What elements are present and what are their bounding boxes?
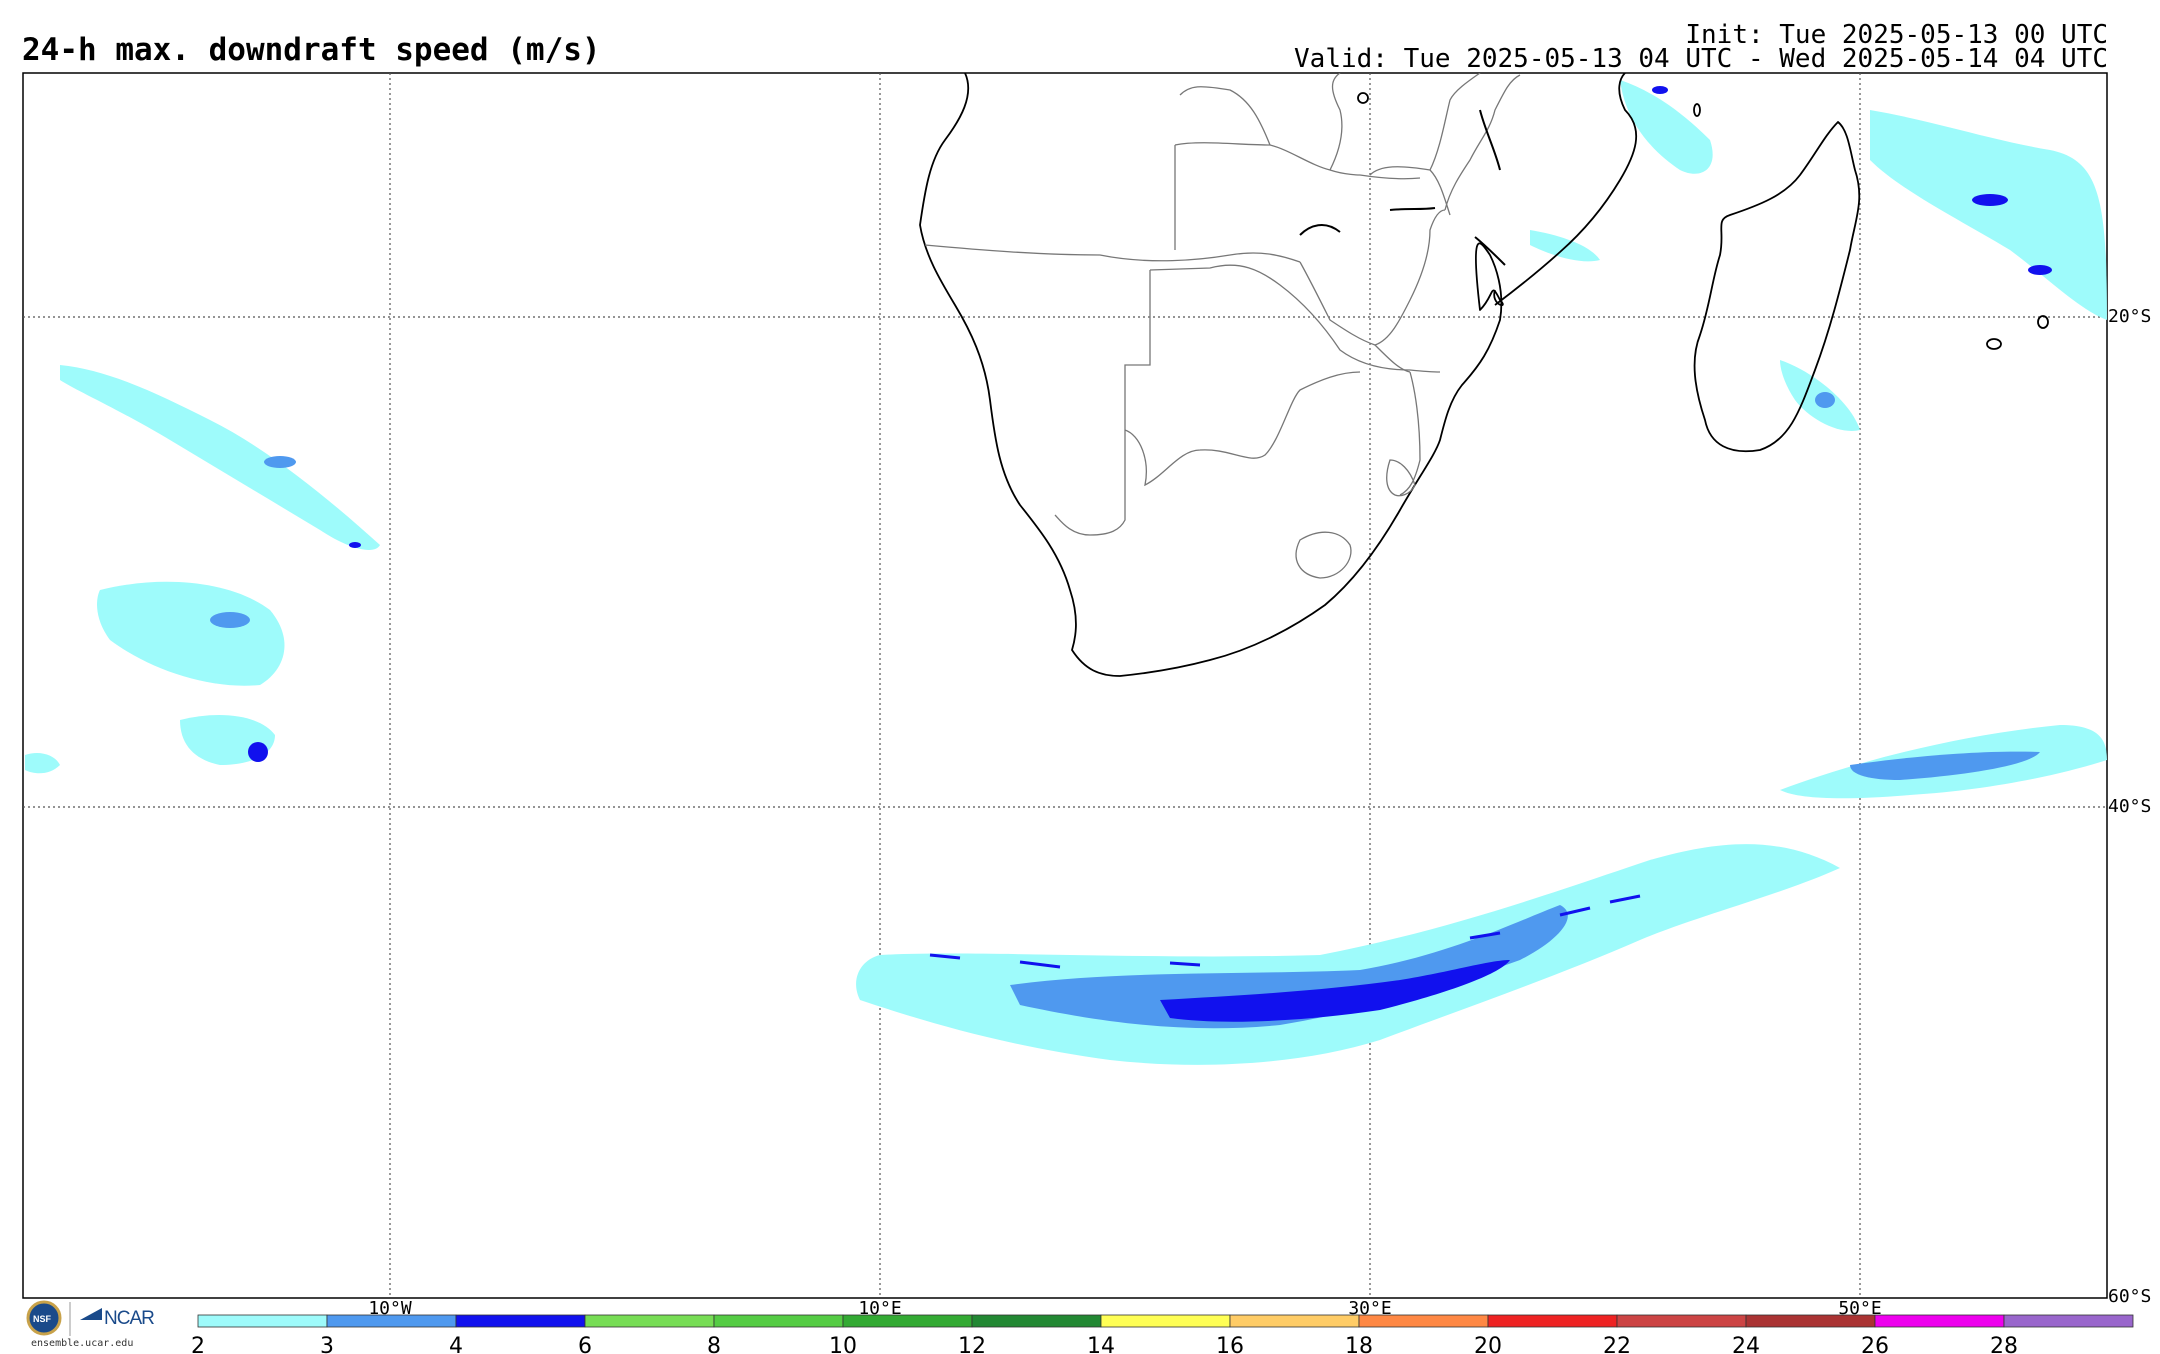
colorbar-tick-label: 4 <box>449 1334 463 1354</box>
lakes <box>1299 109 1506 266</box>
colorbar-tick-label: 10 <box>829 1334 857 1354</box>
logos <box>26 1300 102 1336</box>
colorbar-tick-label: 26 <box>1861 1334 1889 1354</box>
colorbar-tick-label: 18 <box>1345 1334 1373 1354</box>
colorbar-swatch <box>326 1314 457 1328</box>
lon-label: 30°E <box>1348 1298 1391 1319</box>
coastlines <box>919 73 2049 677</box>
colorbar-swatch <box>1745 1314 1876 1328</box>
init-time: Init: Tue 2025-05-13 00 UTC <box>1685 20 2108 50</box>
map-title: 24-h max. downdraft speed (m/s) <box>22 32 601 68</box>
lon-labels: 10°W 10°E 30°E 50°E <box>368 1298 1881 1319</box>
ncar-logo-icon <box>80 1308 102 1320</box>
colorbar-tick-label: 2 <box>191 1334 205 1354</box>
colorbar-tick-label: 12 <box>958 1334 986 1354</box>
nsf-label: NSF <box>33 1314 51 1324</box>
colorbar-tick-label: 3 <box>320 1334 334 1354</box>
lon-label: 10°W <box>368 1298 412 1319</box>
ncar-label: NCAR <box>104 1308 155 1329</box>
site-url: ensemble.ucar.edu <box>31 1338 134 1349</box>
colorbar-swatch <box>1358 1314 1489 1328</box>
colorbar-tick-label: 22 <box>1603 1334 1631 1354</box>
colorbar-swatch <box>197 1314 328 1328</box>
colorbar-swatch <box>1229 1314 1360 1328</box>
colorbar-swatch <box>1874 1314 2005 1328</box>
downdraft-patches-east <box>1780 725 2107 799</box>
lat-label: 40°S <box>2108 796 2151 817</box>
colorbar-tick-label: 14 <box>1087 1334 1115 1354</box>
madagascar-outline <box>1693 121 1861 453</box>
nsf-logo <box>26 1300 62 1336</box>
colorbar-swatch <box>971 1314 1102 1328</box>
colorbar-tick-label: 8 <box>707 1334 721 1354</box>
gridlines <box>23 73 2107 1298</box>
lon-label: 10°E <box>858 1298 901 1319</box>
colorbar-tick-label: 24 <box>1732 1334 1760 1354</box>
colorbar-swatch <box>1100 1314 1231 1328</box>
colorbar-swatch <box>2003 1314 2134 1328</box>
lat-label: 20°S <box>2108 306 2151 327</box>
colorbar-tick-label: 28 <box>1990 1334 2018 1354</box>
valid-time: Valid: Tue 2025-05-13 04 UTC - Wed 2025-… <box>1294 44 2108 74</box>
lat-label: 60°S <box>2108 1286 2151 1307</box>
lon-label: 50°E <box>1838 1298 1881 1319</box>
colorbar: 2 3 4 6 8 10 12 14 16 18 20 22 24 26 28 <box>191 1314 2134 1354</box>
map-frame <box>22 72 2108 1299</box>
colorbar-tick-label: 16 <box>1216 1334 1244 1354</box>
colorbar-tick-label: 6 <box>578 1334 592 1354</box>
downdraft-band-south <box>856 844 1840 1065</box>
colorbar-swatch <box>1487 1314 1618 1328</box>
colorbar-swatch <box>1616 1314 1747 1328</box>
colorbar-tick-label: 20 <box>1474 1334 1502 1354</box>
downdraft-cores-west <box>210 456 361 762</box>
colorbar-swatch <box>584 1314 715 1328</box>
colorbar-swatch <box>455 1314 586 1328</box>
downdraft-cores-northeast <box>1652 86 2052 408</box>
colorbar-swatch <box>842 1314 973 1328</box>
country-borders <box>924 73 1521 579</box>
lat-labels: 20°S 40°S 60°S <box>2108 306 2151 1307</box>
downdraft-patches-west <box>25 365 380 774</box>
colorbar-swatch <box>713 1314 844 1328</box>
